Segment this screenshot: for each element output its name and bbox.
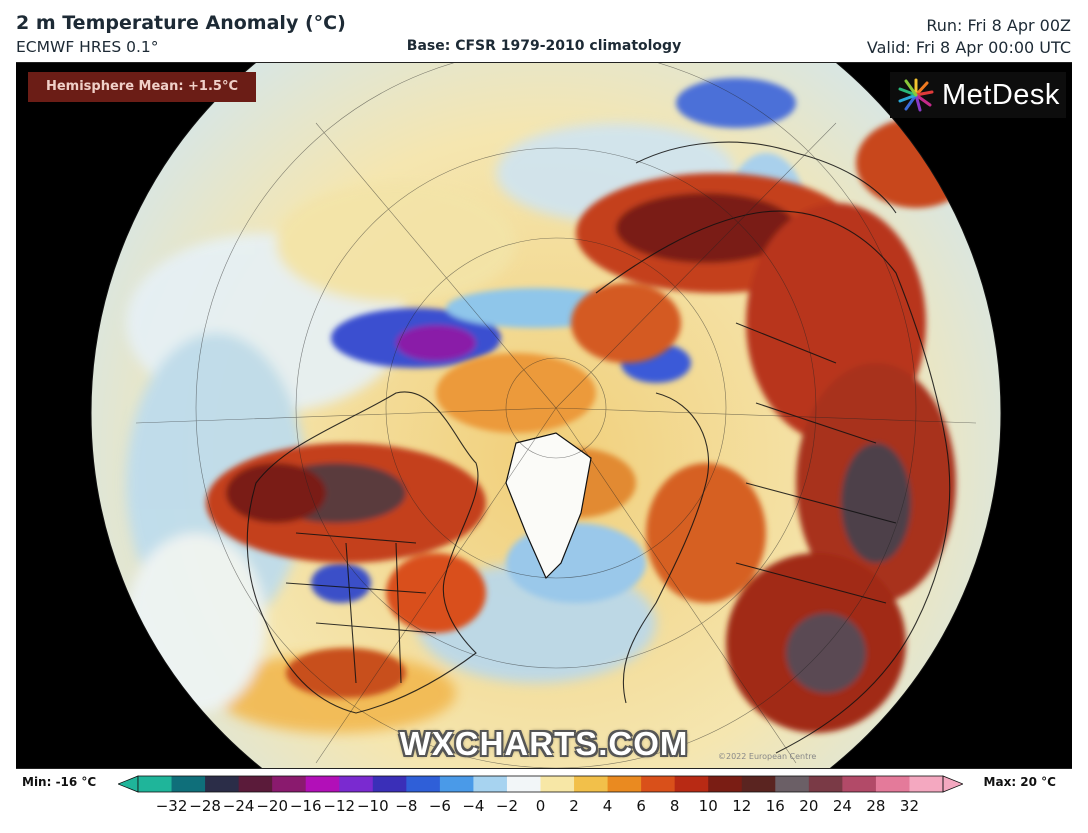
colorbar-segment [305,776,340,792]
colorbar-segment [372,776,407,792]
colorbar-segment [909,776,944,792]
colorbar-segment [238,776,273,792]
colorbar-max-arrow [942,775,963,793]
colorbar-segment [875,776,910,792]
colorbar-tick-label: −8 [395,797,418,815]
colorbar-tick-label: −4 [462,797,485,815]
colorbar-tick-label: −32 [155,797,188,815]
colorbar-segment [808,776,843,792]
colorbar-segment [171,776,206,792]
wxcharts-watermark: WXCHARTS.COM [399,725,689,762]
colorbar-tick-label: 10 [698,797,718,815]
metdesk-logo: MetDesk [890,72,1066,118]
colorbar-segment [540,776,575,792]
colorbar-tick-label: −16 [289,797,322,815]
colorbar [118,775,963,793]
colorbar-tick-label: 6 [636,797,646,815]
colorbar-segment [506,776,541,792]
model-label: ECMWF HRES 0.1° [16,38,159,56]
colorbar-segment [205,776,240,792]
colorbar-segment [138,776,173,792]
hemisphere-mean-badge: Hemisphere Mean: +1.5°C [28,72,256,102]
colorbar-segment [607,776,642,792]
chart-title: 2 m Temperature Anomaly (°C) [16,12,346,34]
colorbar-tick-label: 20 [799,797,819,815]
colorbar-segment [439,776,474,792]
run-time-label: Run: Fri 8 Apr 00Z [926,16,1071,35]
colorbar-tick-label: 32 [899,797,919,815]
polar-projection-map [16,63,1072,768]
colorbar-frame [137,775,944,793]
colorbar-segments [118,775,963,793]
colorbar-tick-label: −10 [356,797,389,815]
colorbar-segment [406,776,441,792]
colorbar-min-arrow [118,775,139,793]
colorbar-tick-label: 8 [669,797,680,815]
colorbar-tick-label: 28 [866,797,886,815]
colorbar-tick-label: 16 [765,797,785,815]
colorbar-segment [842,776,877,792]
colorbar-segment [574,776,609,792]
colorbar-tick-label: −24 [222,797,255,815]
colorbar-segment [775,776,810,792]
anomaly-map [16,62,1072,769]
colorbar-max-label: Max: 20 °C [983,775,1056,789]
colorbar-tick-label: 0 [535,797,546,815]
colorbar-tick-label: 12 [732,797,752,815]
colorbar-segment [473,776,508,792]
metdesk-logo-text: MetDesk [942,78,1060,111]
colorbar-segment [708,776,743,792]
colorbar-tick-label: −12 [323,797,356,815]
valid-time-label: Valid: Fri 8 Apr 00:00 UTC [866,38,1071,57]
colorbar-segment [641,776,676,792]
climatology-base-label: Base: CFSR 1979-2010 climatology [406,38,682,54]
copyright-notice: ©2022 European Centre [718,752,817,761]
colorbar-tick-label: 24 [832,797,852,815]
colorbar-tick-label: 2 [569,797,579,815]
colorbar-segment [741,776,776,792]
colorbar-segment [272,776,307,792]
colorbar-tick-label: −28 [189,797,221,815]
colorbar-tick-label: −6 [428,797,451,815]
metdesk-burst-icon [898,78,934,112]
colorbar-segment [674,776,709,792]
colorbar-tick-label: 4 [602,797,613,815]
colorbar-segment [339,776,374,792]
colorbar-tick-label: −2 [495,797,519,815]
colorbar-min-label: Min: -16 °C [22,775,97,789]
colorbar-tick-label: −20 [256,797,288,815]
